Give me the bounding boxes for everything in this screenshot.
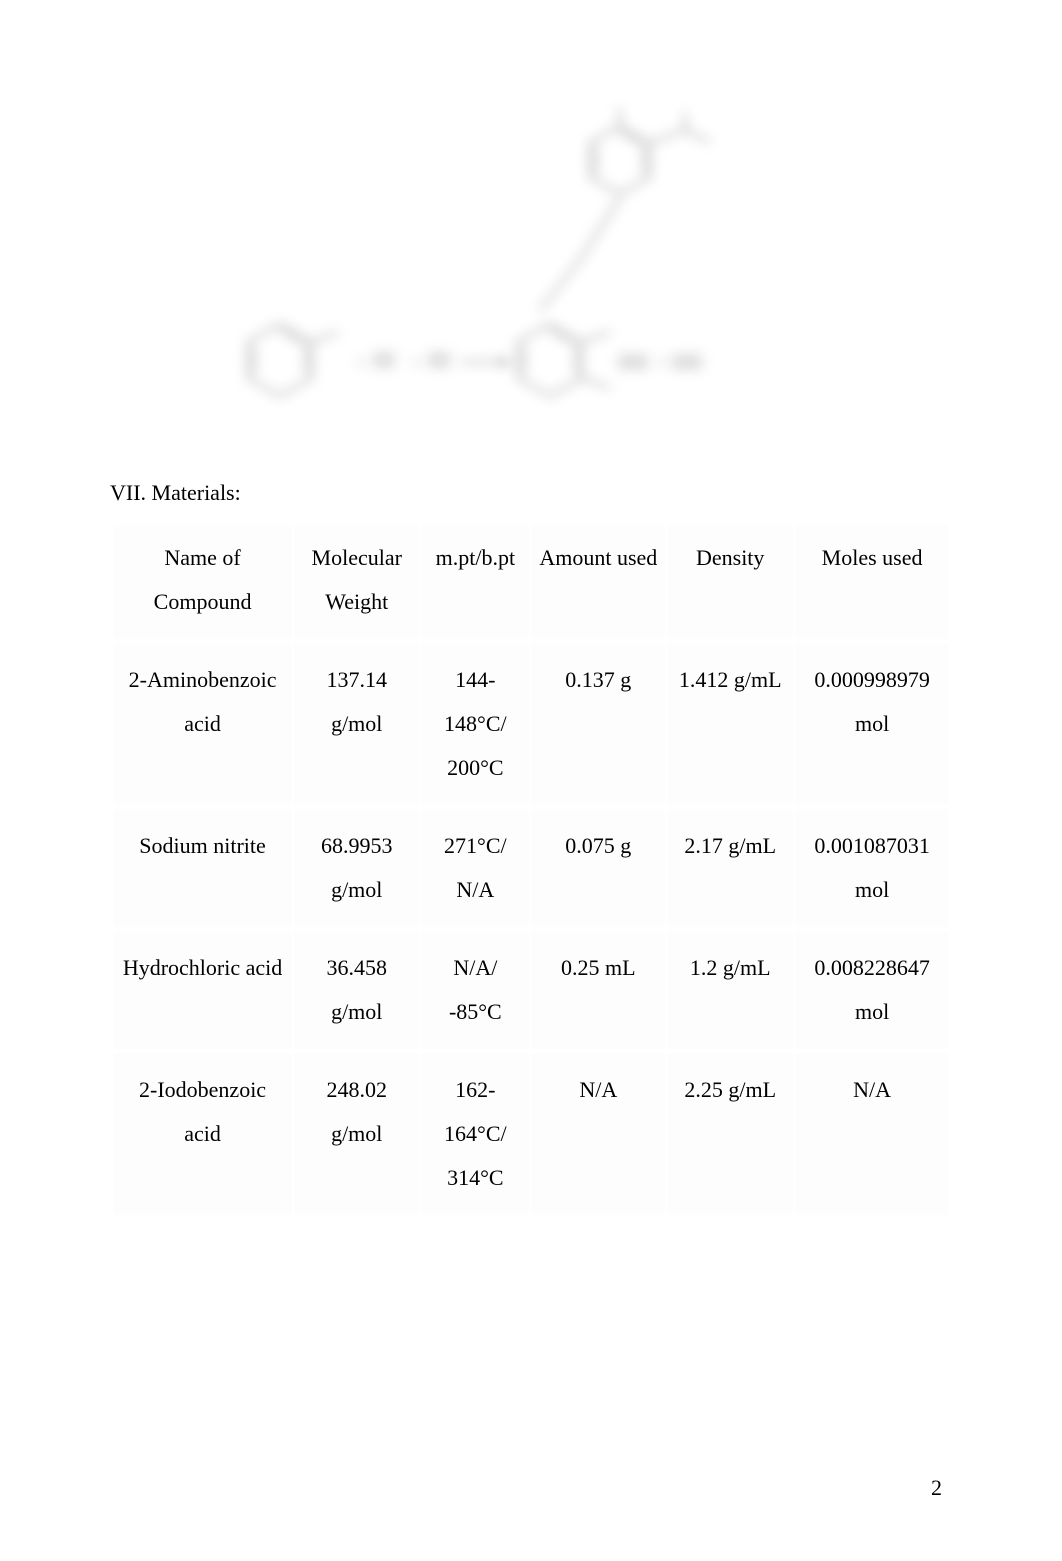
cell-amount: N/A [532, 1054, 664, 1214]
cell-amount: 0.137 g [532, 644, 664, 804]
product-blob-1 [618, 354, 648, 370]
table-header-row: Name of Compound Molecular Weight m.pt/b… [114, 526, 948, 638]
cell-name: 2-Aminobenzoic acid [114, 644, 291, 804]
cell-density: 1.2 g/mL [668, 932, 792, 1048]
table-row: Hydrochloric acid 36.458 g/mol N/A/ -85°… [114, 932, 948, 1048]
col-header-mpbp: m.pt/b.pt [422, 526, 528, 638]
col-header-amount: Amount used [532, 526, 664, 638]
materials-table: Name of Compound Molecular Weight m.pt/b… [110, 520, 952, 1220]
cell-moles: 0.000998979 mol [796, 644, 948, 804]
cell-amount: 0.075 g [532, 810, 664, 926]
plus-3: + [655, 350, 667, 375]
col-header-density: Density [668, 526, 792, 638]
col-header-name: Name of Compound [114, 526, 291, 638]
col-header-moles: Moles used [796, 526, 948, 638]
table-row: Sodium nitrite 68.9953 g/mol 271°C/ N/A … [114, 810, 948, 926]
reagent-blob-2 [428, 352, 450, 368]
reagent-blob-1 [373, 352, 395, 368]
cell-moles: N/A [796, 1054, 948, 1214]
left-ring [248, 324, 338, 396]
plus-1: + [355, 350, 367, 375]
cell-moles: 0.001087031 mol [796, 810, 948, 926]
upper-ring [590, 108, 710, 194]
section-heading: VII. Materials: [110, 480, 952, 506]
cell-mw: 248.02 g/mol [295, 1054, 418, 1214]
col-header-mw: Molecular Weight [295, 526, 418, 638]
table-row: 2-Iodobenzoic acid 248.02 g/mol 162-164°… [114, 1054, 948, 1214]
document-page: + + + VII. Materials: [0, 0, 1062, 1561]
cell-mw: 68.9953 g/mol [295, 810, 418, 926]
table-row: 2-Aminobenzoic acid 137.14 g/mol 144-148… [114, 644, 948, 804]
reaction-scheme-svg: + + + [110, 80, 952, 440]
cell-mw: 36.458 g/mol [295, 932, 418, 1048]
reaction-arrow [460, 356, 512, 368]
plus-2: + [410, 350, 422, 375]
reaction-scheme-figure: + + + [110, 80, 952, 440]
cell-mpbp: 144-148°C/ 200°C [422, 644, 528, 804]
cell-amount: 0.25 mL [532, 932, 664, 1048]
cell-density: 2.17 g/mL [668, 810, 792, 926]
cell-density: 1.412 g/mL [668, 644, 792, 804]
cell-moles: 0.008228647 mol [796, 932, 948, 1048]
cell-mpbp: N/A/ -85°C [422, 932, 528, 1048]
cell-density: 2.25 g/mL [668, 1054, 792, 1214]
right-ring [518, 324, 610, 396]
cell-name: Sodium nitrite [114, 810, 291, 926]
cell-mpbp: 162-164°C/ 314°C [422, 1054, 528, 1214]
cell-name: Hydrochloric acid [114, 932, 291, 1048]
cell-mpbp: 271°C/ N/A [422, 810, 528, 926]
cell-name: 2-Iodobenzoic acid [114, 1054, 291, 1214]
cell-mw: 137.14 g/mol [295, 644, 418, 804]
down-arrow [540, 198, 620, 310]
page-number: 2 [931, 1475, 942, 1501]
product-blob-2 [672, 354, 702, 370]
